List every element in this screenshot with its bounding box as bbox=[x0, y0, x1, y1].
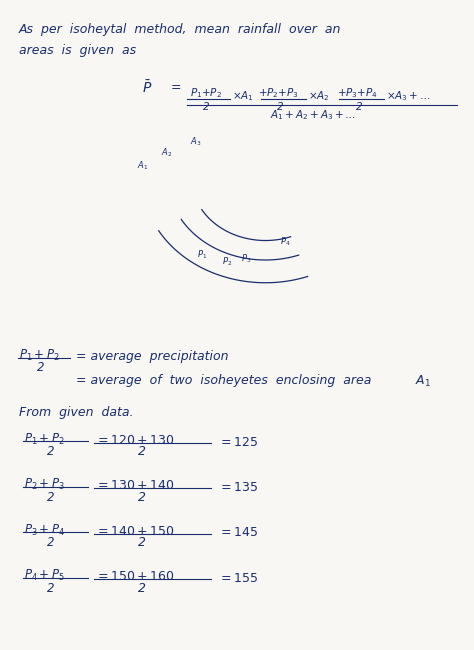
Text: $P_2+P_3$: $P_2+P_3$ bbox=[24, 477, 64, 492]
Text: 2: 2 bbox=[203, 102, 210, 112]
Text: $+P_2{+}P_3$: $+P_2{+}P_3$ bbox=[258, 86, 299, 99]
Text: $= 130+140$: $= 130+140$ bbox=[95, 479, 174, 492]
Text: $P_1{+}P_2$: $P_1{+}P_2$ bbox=[190, 86, 221, 99]
Text: 2: 2 bbox=[137, 582, 146, 595]
Text: 2: 2 bbox=[37, 361, 45, 374]
Text: 2: 2 bbox=[277, 102, 284, 112]
Text: = average  of  two  isoheyetes  enclosing  area: = average of two isoheyetes enclosing ar… bbox=[76, 374, 371, 387]
Text: 2: 2 bbox=[137, 536, 146, 549]
Text: $P_1$: $P_1$ bbox=[197, 248, 207, 261]
Text: $P_1+P_2$: $P_1+P_2$ bbox=[24, 432, 64, 447]
Text: 2: 2 bbox=[137, 445, 146, 458]
Text: 2: 2 bbox=[47, 582, 55, 595]
Text: 2: 2 bbox=[356, 102, 362, 112]
Text: $= 150+160$: $= 150+160$ bbox=[95, 570, 174, 583]
Text: $\bar{P}$: $\bar{P}$ bbox=[142, 79, 153, 96]
Text: $= 125$: $= 125$ bbox=[218, 436, 258, 448]
Text: $P_2$: $P_2$ bbox=[222, 255, 232, 268]
Text: $\times A_2$: $\times A_2$ bbox=[308, 89, 330, 103]
Text: areas  is  given  as: areas is given as bbox=[19, 44, 136, 57]
Text: $P_4+P_5$: $P_4+P_5$ bbox=[24, 568, 64, 583]
Text: $A_1$: $A_1$ bbox=[415, 374, 431, 389]
Text: 2: 2 bbox=[137, 491, 146, 504]
Text: 2: 2 bbox=[47, 536, 55, 549]
Text: = average  precipitation: = average precipitation bbox=[76, 350, 228, 363]
Text: $A_2$: $A_2$ bbox=[161, 147, 173, 159]
Text: $= 135$: $= 135$ bbox=[218, 481, 258, 494]
Text: $P_3+P_4$: $P_3+P_4$ bbox=[24, 523, 64, 538]
Text: $P_4$: $P_4$ bbox=[280, 235, 290, 248]
Text: From  given  data.: From given data. bbox=[19, 406, 134, 419]
Text: $P_1+P_2$: $P_1+P_2$ bbox=[19, 348, 60, 363]
Text: As  per  isoheytal  method,  mean  rainfall  over  an: As per isoheytal method, mean rainfall o… bbox=[19, 23, 341, 36]
Text: $= 140+150$: $= 140+150$ bbox=[95, 525, 174, 538]
Text: $= 145$: $= 145$ bbox=[218, 526, 258, 539]
Text: $A_1+A_2+A_3+\ldots$: $A_1+A_2+A_3+\ldots$ bbox=[270, 109, 356, 122]
Text: 2: 2 bbox=[47, 491, 55, 504]
Text: =: = bbox=[171, 81, 181, 94]
Text: $\times A_3 + \ldots$: $\times A_3 + \ldots$ bbox=[386, 89, 431, 103]
Text: $A_1$: $A_1$ bbox=[137, 160, 149, 172]
Text: $\times A_1$: $\times A_1$ bbox=[232, 89, 254, 103]
Text: $= 120+130$: $= 120+130$ bbox=[95, 434, 174, 447]
Text: $P_3$: $P_3$ bbox=[241, 252, 251, 265]
Text: $= 155$: $= 155$ bbox=[218, 572, 258, 585]
Text: 2: 2 bbox=[47, 445, 55, 458]
Text: $+P_3{+}P_4$: $+P_3{+}P_4$ bbox=[337, 86, 378, 99]
Text: $A_3$: $A_3$ bbox=[190, 136, 201, 148]
